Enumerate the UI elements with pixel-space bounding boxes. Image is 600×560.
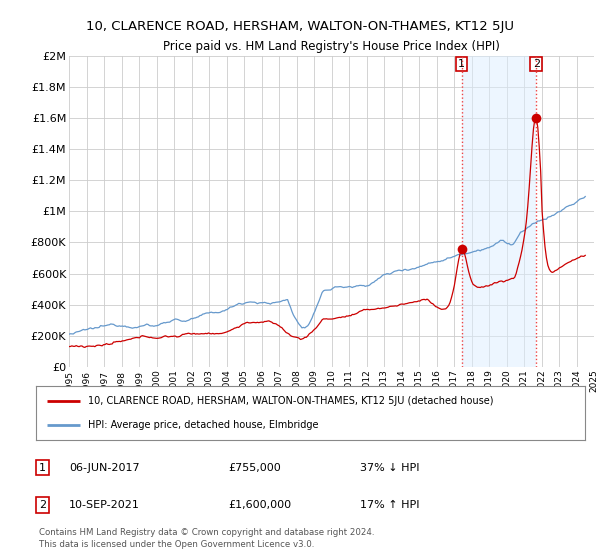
Text: £1,600,000: £1,600,000 bbox=[228, 500, 291, 510]
Text: 17% ↑ HPI: 17% ↑ HPI bbox=[360, 500, 419, 510]
Text: 2: 2 bbox=[533, 59, 540, 69]
Text: 2: 2 bbox=[39, 500, 46, 510]
Text: 37% ↓ HPI: 37% ↓ HPI bbox=[360, 463, 419, 473]
Bar bbox=[461, 56, 536, 367]
Text: 1: 1 bbox=[458, 59, 465, 69]
Text: £755,000: £755,000 bbox=[228, 463, 281, 473]
Text: 06-JUN-2017: 06-JUN-2017 bbox=[69, 463, 140, 473]
Text: 10, CLARENCE ROAD, HERSHAM, WALTON-ON-THAMES, KT12 5JU (detached house): 10, CLARENCE ROAD, HERSHAM, WALTON-ON-TH… bbox=[88, 396, 494, 406]
Title: Price paid vs. HM Land Registry's House Price Index (HPI): Price paid vs. HM Land Registry's House … bbox=[163, 40, 500, 53]
Text: 10-SEP-2021: 10-SEP-2021 bbox=[69, 500, 140, 510]
Text: Contains HM Land Registry data © Crown copyright and database right 2024.
This d: Contains HM Land Registry data © Crown c… bbox=[39, 528, 374, 549]
Text: HPI: Average price, detached house, Elmbridge: HPI: Average price, detached house, Elmb… bbox=[88, 420, 319, 430]
Text: 1: 1 bbox=[39, 463, 46, 473]
Text: 10, CLARENCE ROAD, HERSHAM, WALTON-ON-THAMES, KT12 5JU: 10, CLARENCE ROAD, HERSHAM, WALTON-ON-TH… bbox=[86, 20, 514, 32]
